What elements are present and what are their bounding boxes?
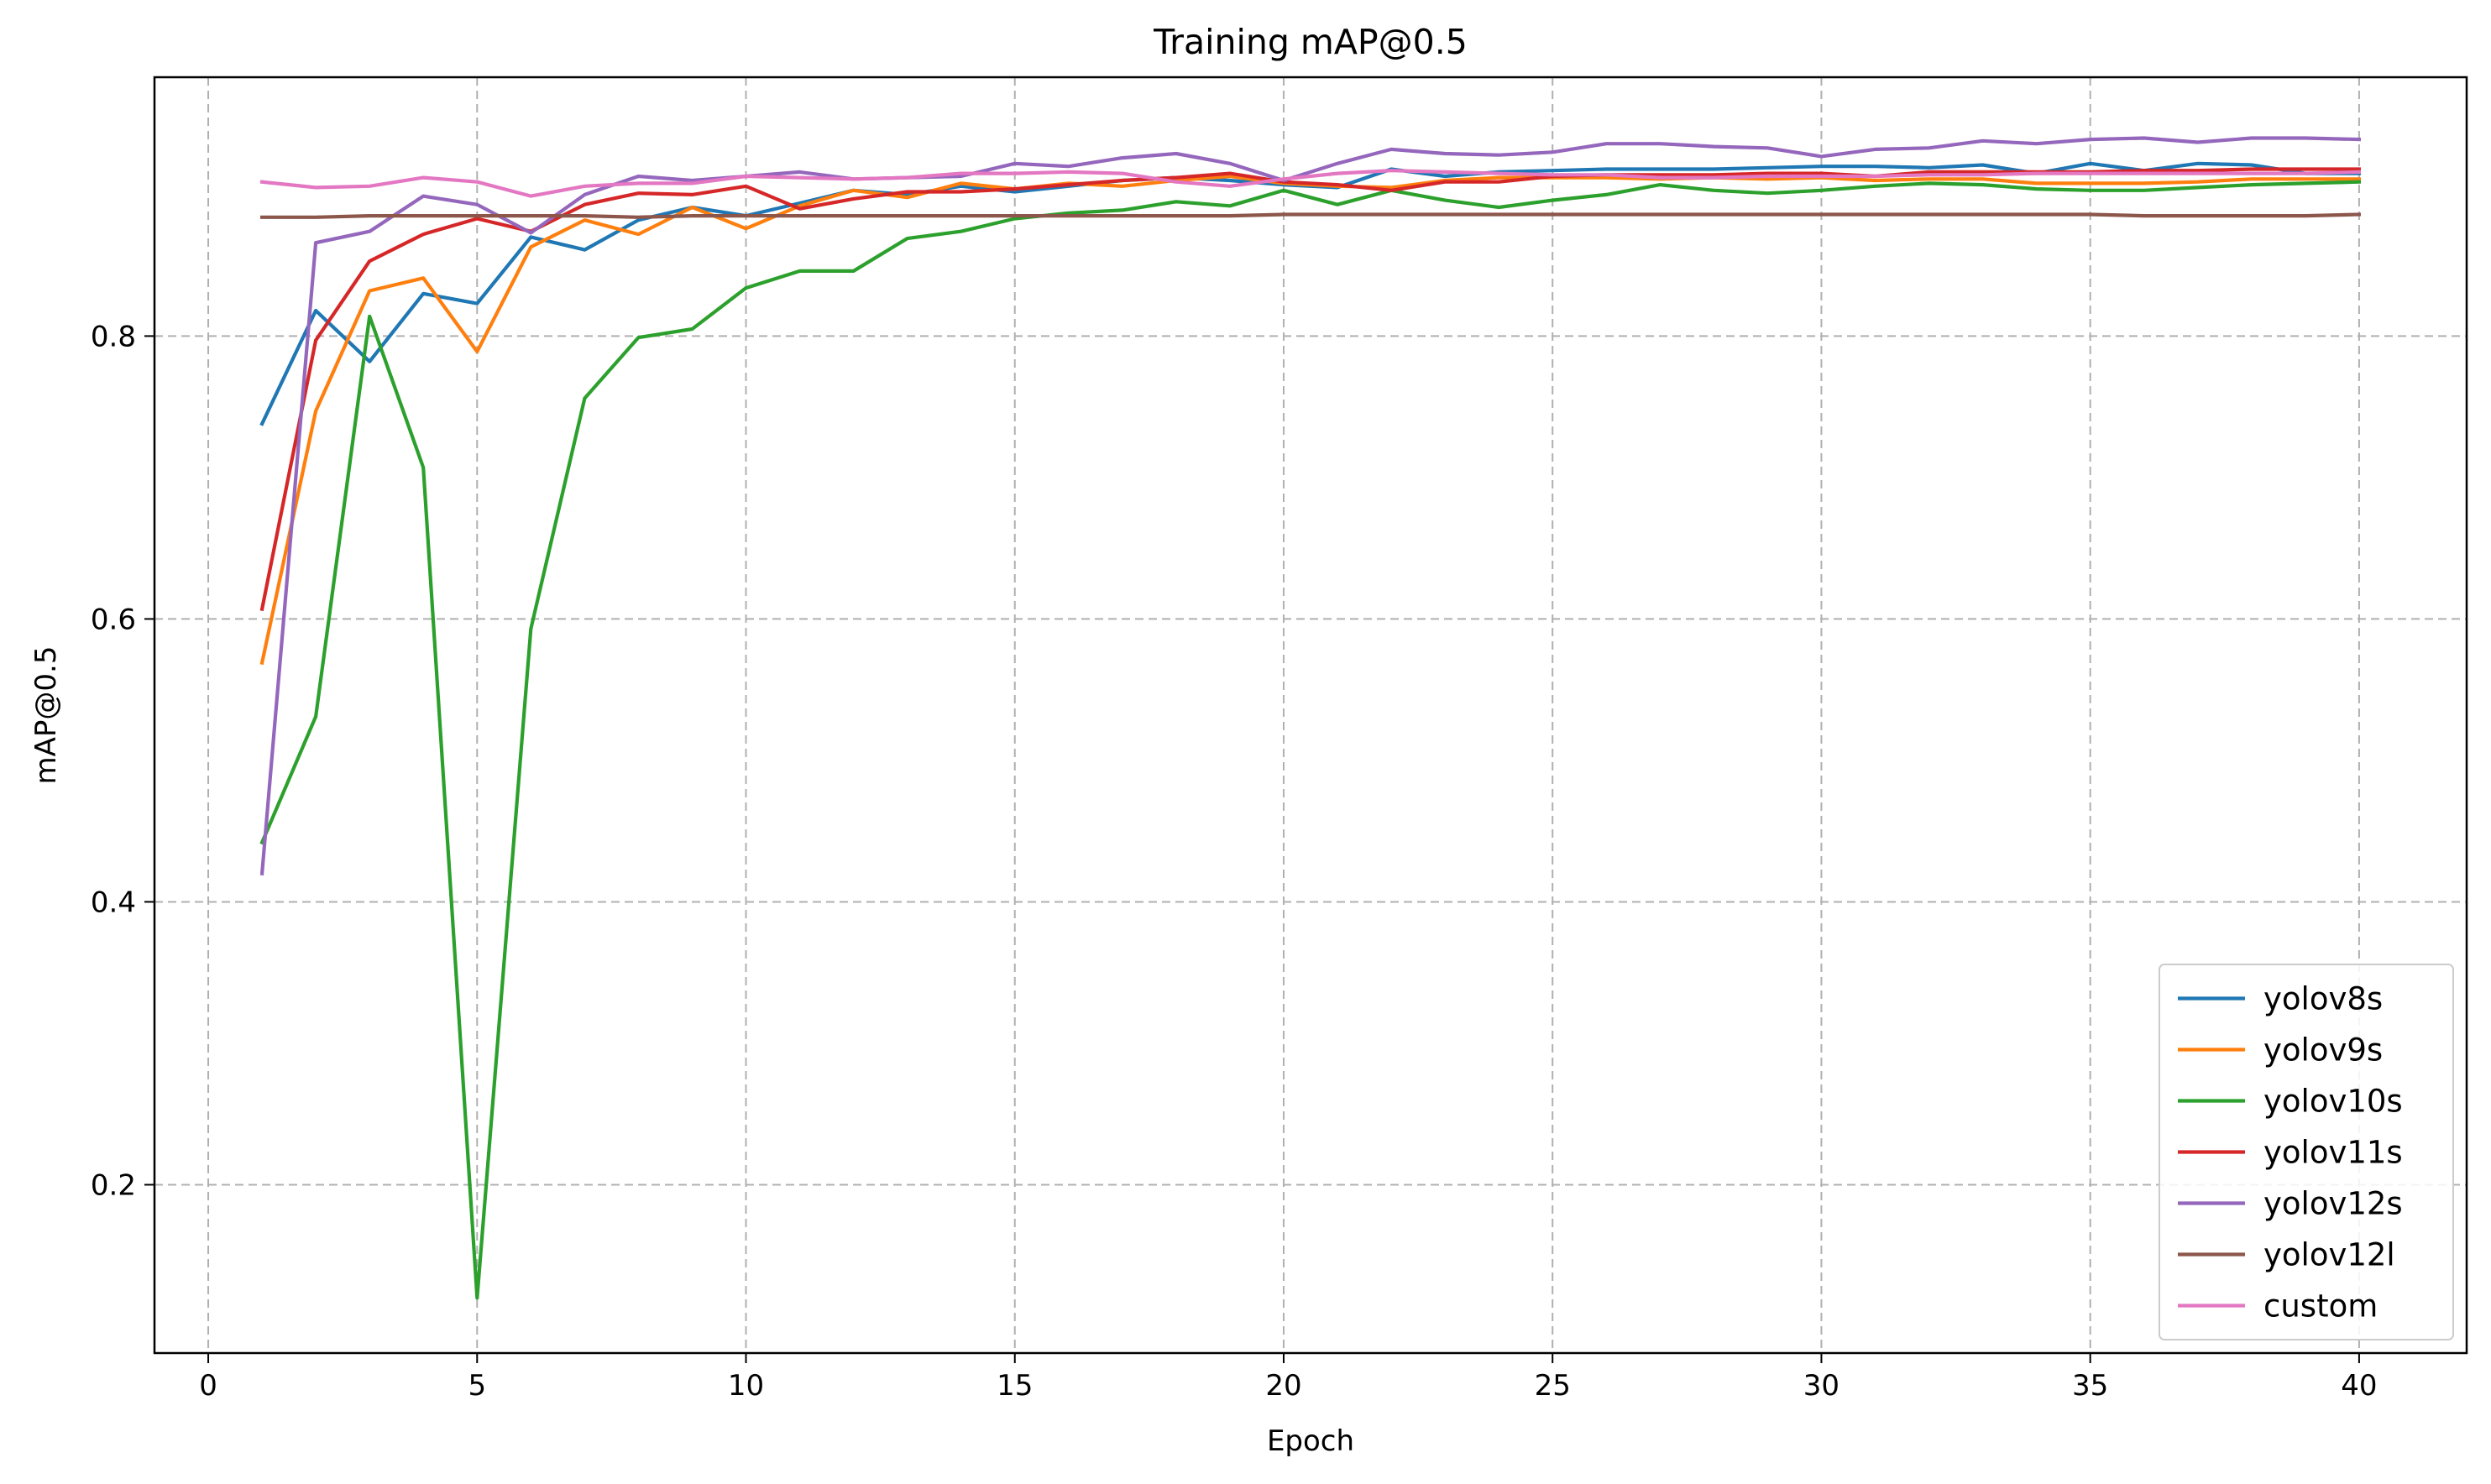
x-tick-label: 25 (1535, 1369, 1571, 1403)
chart-title: Training mAP@0.5 (1153, 22, 1468, 62)
x-tick-label: 40 (2341, 1369, 2377, 1403)
legend-box (2159, 964, 2454, 1340)
series-line-custom (259, 169, 2362, 198)
y-axis-title: mAP@0.5 (29, 646, 63, 785)
x-tick-label: 30 (1803, 1369, 1839, 1403)
y-tick-label: 0.6 (91, 603, 136, 636)
legend-label-yolov12l: yolov12l (2263, 1237, 2395, 1273)
legend-label-yolov12s: yolov12s (2263, 1186, 2403, 1222)
y-tick-label: 0.8 (91, 320, 136, 353)
series-line-yolov11s (259, 167, 2361, 612)
series-lines (259, 136, 2362, 1300)
plot-area-frame (153, 76, 2468, 1355)
legend-label-yolov9s: yolov9s (2263, 1032, 2383, 1069)
series-line-yolov10s (259, 180, 2362, 1300)
x-tick-label: 15 (997, 1369, 1033, 1403)
x-tick-label: 5 (468, 1369, 486, 1403)
x-tick-label: 0 (199, 1369, 217, 1403)
series-line-yolov12l (260, 212, 2362, 219)
y-tick-label: 0.4 (91, 886, 136, 919)
x-tick-label: 20 (1265, 1369, 1301, 1403)
y-tick-label: 0.2 (91, 1168, 136, 1202)
legend-label-custom: custom (2263, 1288, 2378, 1325)
x-tick-label: 10 (728, 1369, 764, 1403)
legend: yolov8s yolov9s yolov10s yolov11s yolov12s yo… (2159, 964, 2454, 1340)
axis-ticks: 0 5 10 15 20 25 30 35 40 0.2 0.4 0.6 0.8 (91, 320, 2378, 1403)
legend-label-yolov10s: yolov10s (2263, 1084, 2403, 1120)
x-tick-label: 35 (2072, 1369, 2108, 1403)
grid (154, 77, 2467, 1353)
x-axis-title: Epoch (1267, 1424, 1354, 1458)
legend-label-yolov8s: yolov8s (2263, 981, 2383, 1017)
legend-label-yolov11s: yolov11s (2263, 1135, 2403, 1171)
